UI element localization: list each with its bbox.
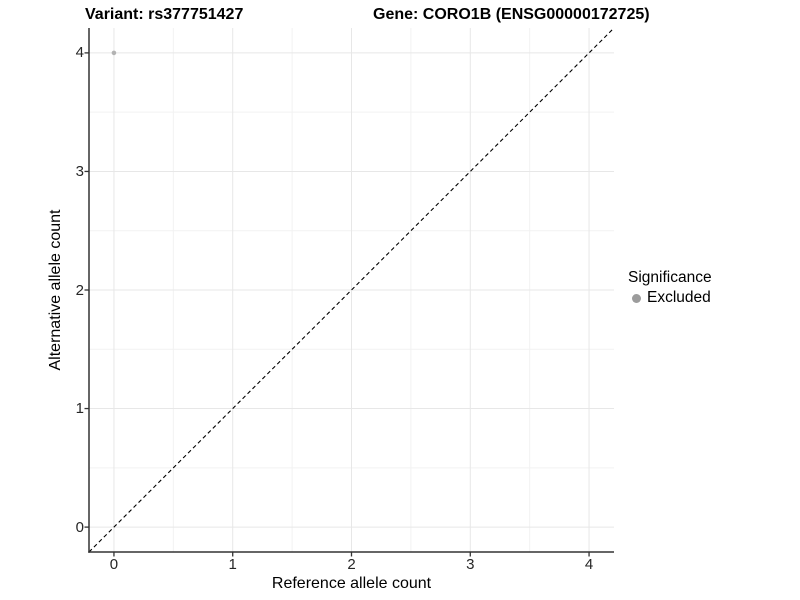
legend: Significance Excluded xyxy=(628,268,712,307)
legend-title: Significance xyxy=(628,269,712,286)
x-tick-label: 3 xyxy=(466,556,475,573)
identity-dashed-line xyxy=(88,27,615,553)
data-point-excluded xyxy=(111,50,117,56)
x-tick-label: 1 xyxy=(228,556,237,573)
x-tick-label: 2 xyxy=(347,556,356,573)
y-tick-label: 4 xyxy=(75,44,84,62)
y-tick-label: 3 xyxy=(75,162,84,180)
x-tick-label: 4 xyxy=(584,556,594,573)
y-tick-label: 0 xyxy=(75,518,84,536)
y-tick-label: 1 xyxy=(75,400,84,418)
legend-item-excluded: Excluded xyxy=(628,289,712,307)
x-axis-title: Reference allele count xyxy=(271,575,432,592)
plot-title-gene: Gene: CORO1B (ENSG00000172725) xyxy=(373,6,650,23)
x-tick-label: 0 xyxy=(109,556,119,573)
point-icon xyxy=(632,293,641,303)
y-axis-title: Alternative allele count xyxy=(47,209,64,371)
y-tick-label: 2 xyxy=(75,281,84,299)
plot-title-variant: Variant: rs377751427 xyxy=(85,6,244,23)
legend-item-label: Excluded xyxy=(647,289,711,306)
